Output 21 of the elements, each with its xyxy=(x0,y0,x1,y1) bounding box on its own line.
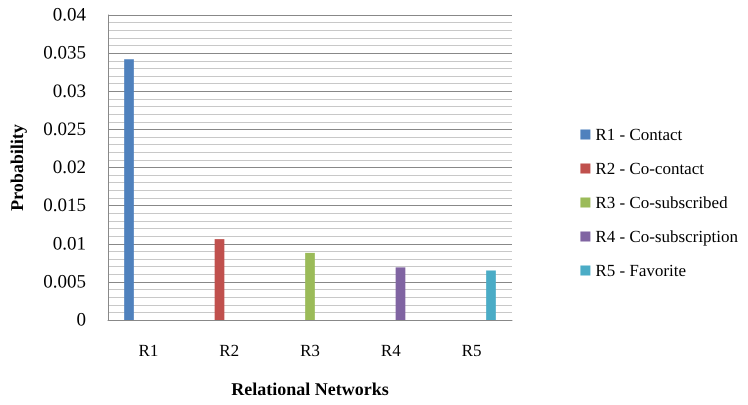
legend-label: R2 - Co-contact xyxy=(595,159,704,178)
x-tick-label: R5 xyxy=(462,341,482,360)
x-tick-label: R1 xyxy=(138,341,158,360)
y-tick-label: 0.035 xyxy=(43,42,86,64)
x-tick-label: R4 xyxy=(380,341,402,360)
y-tick-label: 0.025 xyxy=(43,118,86,140)
legend-label: R4 - Co-subscription xyxy=(595,227,738,246)
x-tick-label: R3 xyxy=(300,341,320,360)
y-tick-label: 0.04 xyxy=(52,4,86,26)
y-tick-label: 0.03 xyxy=(52,80,86,102)
y-axis-title: Probability xyxy=(7,124,27,211)
y-tick-label: 0.01 xyxy=(52,233,86,254)
y-tick-label: 0.015 xyxy=(43,195,86,216)
y-tick-label: 0.005 xyxy=(43,271,86,292)
legend-label: R1 - Contact xyxy=(595,125,683,144)
legend-label: R3 - Co-subscribed xyxy=(595,193,728,212)
y-tick-label: 0.02 xyxy=(52,157,86,178)
x-tick-label: R2 xyxy=(219,341,240,360)
x-axis-title: Relational Networks xyxy=(231,379,389,399)
y-tick-label: 0 xyxy=(76,310,86,330)
legend-label: R5 - Favorite xyxy=(595,261,686,280)
